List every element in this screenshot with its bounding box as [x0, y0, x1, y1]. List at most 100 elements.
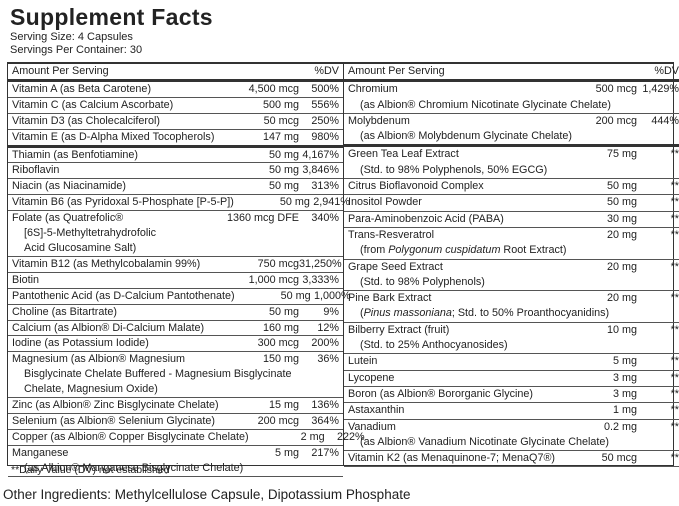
nutrient-name: Green Tea Leaf Extract	[348, 148, 459, 161]
nutrient-row: Lycopene 3 mg **	[344, 371, 679, 387]
amount: 5 mg	[274, 446, 299, 459]
amount: 50 mg	[268, 164, 299, 177]
nutrient-row: Inositol Powder 50 mg **	[344, 195, 679, 212]
nutrient-name: Folate (as Quatrefolic®	[12, 212, 124, 225]
detail-text: (as Albion® Manganese Bisglycinate Chela…	[24, 461, 244, 474]
nutrient-row: Vitamin K2 (as Menaquinone-7; MenaQ7®) 50…	[344, 451, 679, 468]
daily-value: 250%	[311, 114, 339, 127]
daily-value: **	[670, 323, 679, 336]
nutrient-name: Manganese	[12, 446, 69, 459]
amount: 20 mg	[607, 292, 638, 305]
daily-value: **	[670, 452, 679, 465]
nutrient-name: Pine Bark Extract	[348, 292, 432, 305]
nutrient-row: Lutein 5 mg **	[344, 354, 679, 371]
nutrient-detail: (as Albion® Vanadium Nicotinate Glycinat…	[348, 435, 679, 450]
amount: 5 mg	[613, 355, 638, 368]
nutrient-name: Lutein	[348, 355, 378, 368]
amount: 20 mg	[607, 228, 638, 241]
nutrient-detail: (as Albion® Manganese Bisglycinate Chela…	[12, 461, 339, 476]
nutrient-row: Trans-Resveratrol 20 mg ** (from Polygonum …	[344, 228, 679, 260]
facts-table: Amount Per Serving %DV Vitamin A (as Beta …	[7, 62, 679, 477]
nutrient-row: Manganese 5 mg 217% (as Albion® Manganese B…	[8, 446, 343, 477]
nutrient-row: Choline (as Bitartrate) 50 mg 9%	[8, 305, 343, 321]
nutrient-name: Choline (as Bitartrate)	[12, 305, 118, 318]
detail-text: (	[360, 307, 364, 320]
nutrient-row: Biotin 1,000 mcg 3,333%	[8, 273, 343, 289]
nutrient-row: Para-Aminobenzoic Acid (PABA) 30 mg **	[344, 212, 679, 228]
nutrient-row: Riboflavin 50 mg 3,846%	[8, 163, 343, 180]
nutrient-name: Calcium (as Albion® Di-Calcium Malate)	[12, 321, 205, 334]
daily-value: 3,333%	[302, 273, 339, 286]
nutrient-row: Niacin (as Niacinamide) 50 mg 313%	[8, 179, 343, 196]
daily-value: 2,941%	[313, 196, 350, 209]
amount: 200 mcg	[257, 414, 299, 427]
other-ingredients: Other Ingredients: Methylcellulose Capsu…	[3, 487, 411, 502]
header-amount: Amount Per Serving	[12, 65, 109, 77]
daily-value: **	[670, 196, 679, 209]
daily-value: 222%	[337, 430, 365, 443]
amount: 147 mg	[262, 130, 299, 143]
nutrient-name: Pantothenic Acid (as D-Calcium Pantothen…	[12, 289, 235, 302]
nutrient-row: Boron (as Albion® Bororganic Glycine) 3 m…	[344, 387, 679, 404]
daily-value: **	[670, 212, 679, 225]
amount: 50 mcg	[601, 452, 638, 465]
nutrient-name: Niacin (as Niacinamide)	[12, 180, 127, 193]
nutrient-row: Vitamin E (as D-Alpha Mixed Tocopherols)…	[8, 130, 343, 148]
header-dv: %DV	[654, 65, 679, 77]
nutrient-row: Pantothenic Acid (as D-Calcium Pantothen…	[8, 289, 351, 305]
nutrient-row: Vitamin B6 (as Pyridoxal 5-Phosphate [P-…	[8, 195, 350, 212]
amount: 50 mg	[268, 305, 299, 318]
nutrient-row: Vitamin C (as Calcium Ascorbate) 500 mg 55…	[8, 98, 343, 114]
nutrient-detail: [6S]-5-Methyltetrahydrofolic	[12, 226, 339, 241]
nutrient-row: Vitamin B12 (as Methylcobalamin 99%) 750 …	[8, 257, 343, 273]
daily-value: 4,167%	[302, 148, 339, 161]
nutrient-name: Chromium	[348, 83, 398, 96]
servings-per-container: Servings Per Container: 30	[10, 44, 143, 56]
amount: 500 mcg	[595, 83, 638, 96]
footnote: **Daily Value (DV) not established	[11, 464, 170, 476]
nutrient-name: Selenium (as Albion® Selenium Glycinate)	[12, 414, 215, 427]
nutrient-detail: (Std. to 98% Polyphenols)	[348, 275, 679, 290]
daily-value: 980%	[311, 130, 339, 143]
nutrient-name: Vitamin A (as Beta Carotene)	[12, 82, 152, 95]
amount: 50 mg	[607, 180, 638, 193]
daily-value: 444%	[651, 114, 679, 127]
detail-text: (from	[360, 244, 389, 257]
detail-text: [6S]-5-Methyltetrahydrofolic	[24, 227, 157, 240]
nutrient-detail: (as Albion® Chromium Nicotinate Glycinat…	[348, 98, 679, 113]
detail-text: Chelate, Magnesium Oxide)	[24, 383, 158, 396]
daily-value: **	[670, 260, 679, 273]
amount: 750 mcg	[257, 257, 299, 270]
nutrient-row: Vitamin A (as Beta Carotene) 4,500 mcg 500…	[8, 82, 343, 98]
detail-text: Pinus massoniana	[363, 307, 452, 320]
nutrient-name: Biotin	[12, 273, 40, 286]
nutrient-name: Vitamin B6 (as Pyridoxal 5-Phosphate [P-…	[12, 196, 234, 209]
nutrient-name: Thiamin (as Benfotiamine)	[12, 148, 139, 161]
daily-value: **	[670, 371, 679, 384]
right-column: Amount Per Serving %DV Chromium 500 mcg 1,42…	[344, 64, 679, 468]
nutrient-row: Pine Bark Extract 20 mg ** (Pinus massonian…	[344, 291, 679, 323]
daily-value: **	[670, 355, 679, 368]
amount: 50 mg	[279, 196, 310, 209]
nutrient-detail: (Pinus massoniana; Std. to 50% Proanthoc…	[348, 306, 679, 321]
daily-value: 340%	[311, 212, 339, 225]
nutrient-row: Folate (as Quatrefolic® 1360 mcg DFE 340% […	[8, 211, 343, 257]
daily-value: **	[670, 387, 679, 400]
daily-value: 136%	[311, 399, 339, 412]
nutrient-row: Molybdenum 200 mcg 444% (as Albion® Molybde…	[344, 114, 679, 148]
detail-text: Acid Glucosamine Salt)	[24, 241, 137, 254]
nutrient-name: Vitamin C (as Calcium Ascorbate)	[12, 98, 174, 111]
amount: 30 mg	[607, 212, 638, 225]
nutrient-detail: Bisglycinate Chelate Buffered - Magnesiu…	[12, 367, 339, 382]
amount: 50 mcg	[263, 114, 299, 127]
amount: 50 mg	[280, 289, 311, 302]
nutrient-row: Iodine (as Potassium Iodide) 300 mcg 200%	[8, 336, 343, 353]
detail-text: ; Std. to 50% Proanthocyanidins)	[451, 307, 610, 320]
nutrient-name: Zinc (as Albion® Zinc Bisglycinate Chela…	[12, 399, 219, 412]
nutrient-name: Inositol Powder	[348, 196, 422, 209]
amount: 1 mg	[613, 404, 638, 417]
nutrient-row: Citrus Bioflavonoid Complex 50 mg **	[344, 179, 679, 196]
nutrient-row: Vitamin D3 (as Cholecalciferol) 50 mcg 250…	[8, 114, 343, 130]
amount: 3 mg	[613, 371, 638, 384]
amount: 3 mg	[613, 387, 638, 400]
